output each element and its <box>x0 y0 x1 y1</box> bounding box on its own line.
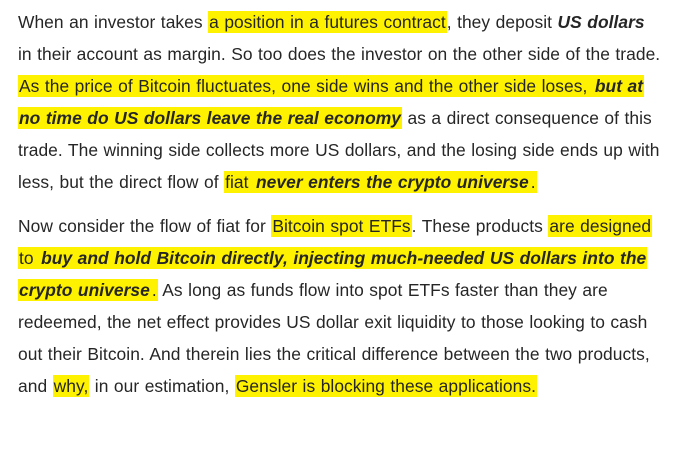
text-segment: in their account as margin. So too does … <box>18 44 661 64</box>
highlighted-text: . <box>529 171 537 193</box>
highlighted-emphasized-text: never enters the crypto universe <box>255 171 530 193</box>
paragraph-futures: When an investor takes a position in a f… <box>18 6 662 198</box>
text-segment: in our estimation, <box>89 376 235 396</box>
text-segment: When an investor takes <box>18 12 209 32</box>
highlighted-text: a position in a futures contract <box>208 11 447 33</box>
emphasized-text: US dollars <box>557 12 645 32</box>
highlighted-text: . <box>150 279 158 301</box>
highlighted-text: Gensler is blocking these applications. <box>234 375 537 397</box>
text-segment: , they deposit <box>446 12 558 32</box>
article-body: When an investor takes a position in a f… <box>18 6 662 402</box>
paragraph-spot-etfs: Now consider the flow of fiat for Bitcoi… <box>18 210 662 402</box>
highlighted-text: As the price of Bitcoin fluctuates, one … <box>18 75 594 97</box>
highlighted-text: fiat <box>224 171 255 193</box>
text-segment: Now consider the flow of fiat for <box>18 216 272 236</box>
text-segment: . These products <box>411 216 549 236</box>
highlighted-text: why, <box>52 375 90 397</box>
text-segment: as a direct consequence of this trade. T… <box>18 108 660 192</box>
highlighted-text: Bitcoin spot ETFs <box>271 215 412 237</box>
text-segment: As long as funds flow into spot ETFs fas… <box>18 280 650 396</box>
